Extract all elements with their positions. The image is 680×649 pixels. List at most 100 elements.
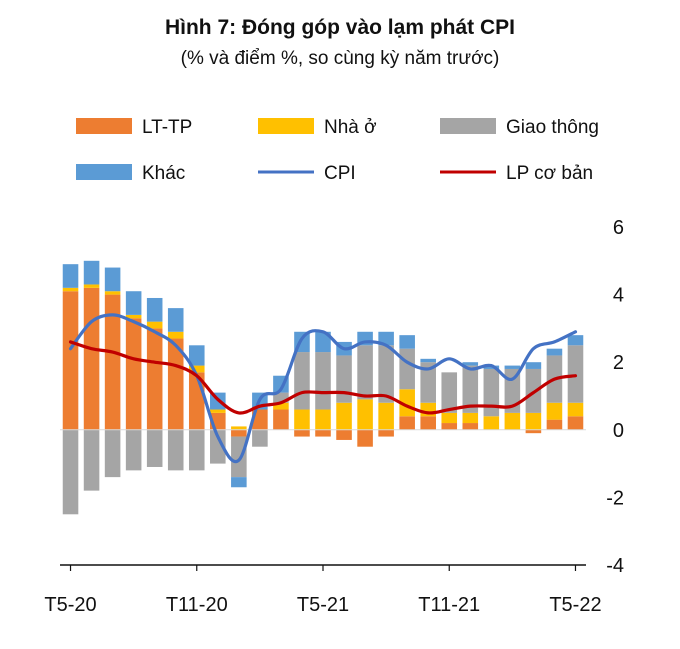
bar-lt-tp-T5-21 [315, 429, 331, 437]
bar-nh--T6-20 [83, 284, 100, 288]
bar-giao-th-ng-T12-21 [462, 365, 479, 413]
bar-nh--T9-20 [146, 321, 163, 329]
bar-nh--T11-20 [188, 365, 205, 373]
bar-lt-tp-T7-20 [104, 294, 121, 430]
bar-nh--T1-22 [483, 416, 500, 430]
y-tick-label: -2 [606, 487, 624, 509]
bar-nh--T8-21 [378, 402, 394, 430]
bar-nh--T11-21 [441, 412, 458, 424]
bar-giao-th-ng-T10-20 [167, 429, 184, 471]
bar-giao-th-ng-T4-21 [294, 352, 310, 410]
bar-lt-tp-T4-22 [546, 419, 563, 430]
legend-label-cpi: CPI [324, 163, 356, 184]
bar-nh--T8-20 [125, 314, 142, 319]
bar-lt-tp-T6-20 [83, 287, 100, 430]
bar-nh--T7-21 [357, 399, 373, 430]
legend-label-lp-c-b-n: LP cơ bản [506, 163, 593, 184]
bar-nh--T2-22 [504, 412, 521, 430]
bar-nh--T12-21 [462, 412, 479, 424]
bar-lt-tp-T8-20 [125, 318, 142, 430]
bar-giao-th-ng-T6-20 [83, 429, 100, 491]
x-tick-label: T5-20 [44, 594, 96, 616]
line-series-cpi [68, 313, 578, 464]
bar-nh--T3-21 [273, 402, 289, 410]
bar-kh-c-T3-22 [525, 362, 542, 369]
legend-swatch-kh-c [76, 164, 132, 180]
bar-nh--T4-21 [294, 409, 310, 430]
x-tick-label: T11-20 [166, 594, 228, 616]
bar-nh--T7-20 [104, 291, 121, 295]
legend-swatch-giao-th-ng [440, 118, 496, 134]
legend-swatch-nh- [258, 118, 314, 134]
chart-title: Hình 7: Đóng góp vào lạm phát CPI [164, 16, 515, 39]
bars [62, 260, 584, 515]
y-tick-label: 4 [613, 285, 624, 307]
bar-giao-th-ng-T6-21 [336, 355, 352, 403]
bar-nh--T3-22 [525, 412, 542, 430]
bar-giao-th-ng-T10-21 [420, 362, 436, 403]
y-tick-label: 0 [613, 420, 624, 442]
bar-giao-th-ng-T8-20 [125, 429, 142, 471]
bar-kh-c-T7-20 [104, 267, 121, 292]
bar-lt-tp-T7-21 [357, 429, 373, 447]
bar-giao-th-ng-T9-20 [146, 429, 163, 467]
bar-giao-th-ng-T3-21 [273, 392, 289, 403]
bar-nh--T1-21 [231, 426, 247, 430]
bar-kh-c-T5-21 [315, 331, 331, 353]
bar-kh-c-T11-20 [188, 345, 205, 366]
bar-giao-th-ng-T7-20 [104, 429, 121, 478]
bar-kh-c-T5-20 [62, 264, 79, 288]
bar-kh-c-T4-22 [546, 348, 563, 356]
bar-kh-c-T2-22 [504, 365, 521, 369]
bar-kh-c-T5-22 [567, 335, 584, 346]
bar-giao-th-ng-T9-21 [399, 348, 415, 390]
bar-giao-th-ng-T2-21 [252, 429, 268, 447]
bar-lt-tp-T9-21 [399, 416, 415, 430]
bar-giao-th-ng-T5-21 [315, 352, 331, 410]
x-tick-label: T5-22 [549, 594, 601, 616]
bar-kh-c-T9-20 [146, 297, 163, 322]
bar-lt-tp-T2-21 [252, 409, 268, 430]
bar-kh-c-T1-22 [483, 365, 500, 369]
bar-nh--T5-21 [315, 409, 331, 430]
bar-kh-c-T10-20 [167, 308, 184, 332]
bar-lt-tp-T5-22 [567, 416, 584, 430]
bar-nh--T9-21 [399, 389, 415, 417]
bar-lt-tp-T9-20 [146, 328, 163, 430]
bar-nh--T10-20 [167, 331, 184, 339]
y-tick-label: 2 [613, 352, 624, 374]
bar-nh--T5-22 [567, 402, 584, 417]
bar-giao-th-ng-T11-20 [188, 429, 205, 471]
bar-kh-c-T1-21 [231, 477, 247, 488]
bar-lt-tp-T1-21 [231, 429, 247, 437]
legend-label-giao-th-ng: Giao thông [506, 117, 599, 138]
bar-giao-th-ng-T12-20 [210, 429, 226, 464]
bar-giao-th-ng-T5-22 [567, 345, 584, 403]
bar-giao-th-ng-T11-21 [441, 372, 458, 413]
legend-label-kh-c: Khác [142, 163, 185, 184]
bar-lt-tp-T5-20 [62, 291, 79, 430]
chart-subtitle: (% và điểm %, so cùng kỳ năm trước) [180, 48, 500, 69]
legend-label-lt-tp: LT-TP [142, 117, 192, 138]
x-tick-label: T5-21 [297, 594, 349, 616]
bar-giao-th-ng-T1-22 [483, 368, 500, 417]
bar-nh--T5-20 [62, 287, 79, 292]
bar-giao-th-ng-T7-21 [357, 345, 373, 400]
bar-lt-tp-T3-21 [273, 409, 289, 430]
bar-lt-tp-T11-21 [441, 423, 458, 430]
bar-kh-c-T8-20 [125, 291, 142, 315]
bar-kh-c-T6-20 [83, 260, 100, 285]
bar-lt-tp-T4-21 [294, 429, 310, 437]
bar-nh--T12-20 [210, 409, 226, 413]
bar-nh--T6-21 [336, 402, 352, 430]
bar-lt-tp-T10-20 [167, 338, 184, 430]
x-tick-label: T11-21 [418, 594, 480, 616]
y-tick-label: -4 [606, 555, 624, 577]
bar-lt-tp-T6-21 [336, 429, 352, 440]
legend-label-nh-: Nhà ở [324, 117, 377, 138]
bar-lt-tp-T10-21 [420, 416, 436, 430]
y-tick-label: 6 [613, 217, 624, 239]
bar-lt-tp-T8-21 [378, 429, 394, 437]
bar-giao-th-ng-T8-21 [378, 345, 394, 403]
